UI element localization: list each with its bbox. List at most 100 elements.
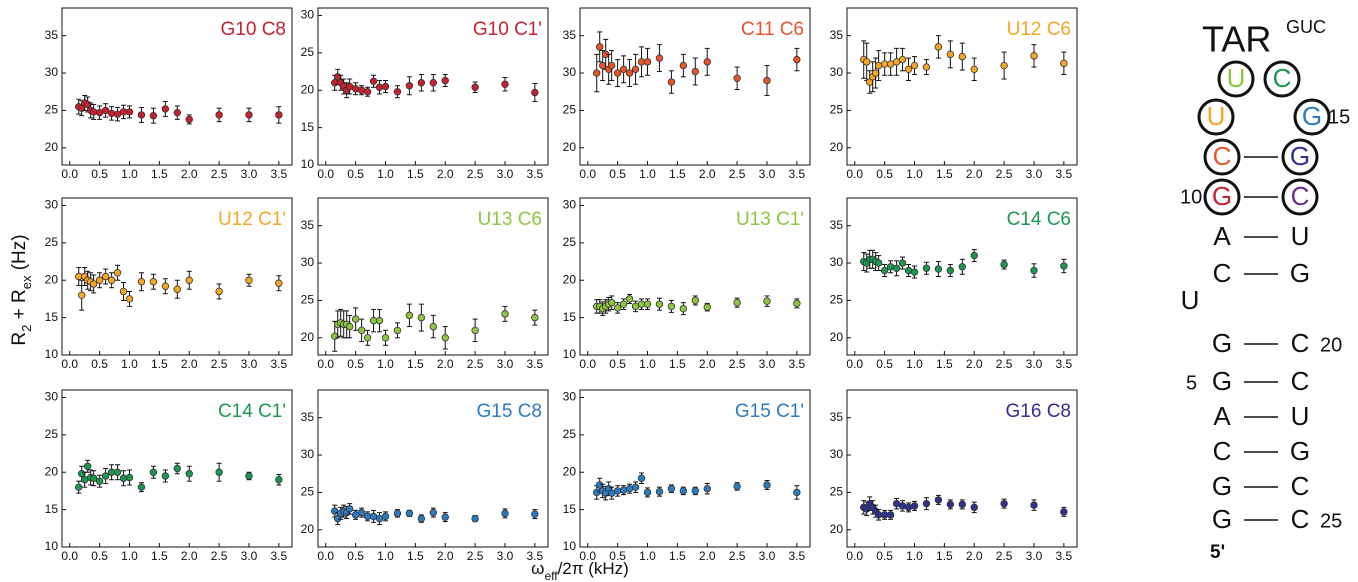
plot-frame bbox=[579, 197, 811, 356]
y-tick-label: 30 bbox=[45, 198, 59, 212]
plot-frame bbox=[846, 7, 1078, 166]
x-tick-label: 0.0 bbox=[579, 357, 596, 371]
y-tick-label: 10 bbox=[45, 539, 59, 553]
data-point bbox=[101, 472, 110, 480]
x-tick-label: 1.0 bbox=[121, 549, 138, 563]
plot-frame bbox=[61, 389, 293, 548]
y-tick-label: 15 bbox=[563, 502, 577, 516]
plot-frame bbox=[317, 389, 549, 548]
data-point bbox=[934, 496, 943, 504]
data-point bbox=[613, 487, 622, 495]
data-point bbox=[613, 304, 622, 312]
data-point bbox=[149, 278, 158, 286]
x-tick-label: 1.0 bbox=[906, 167, 923, 181]
data-point bbox=[531, 88, 539, 97]
data-point bbox=[970, 65, 978, 74]
nucleotide: G bbox=[1212, 471, 1232, 501]
y-tick-label: 30 bbox=[830, 447, 844, 461]
x-tick-label: 0.5 bbox=[347, 357, 364, 371]
data-point bbox=[101, 272, 110, 281]
x-tick-label: 2.0 bbox=[966, 167, 983, 181]
y-tick-label: 20 bbox=[830, 330, 844, 344]
data-point bbox=[185, 470, 193, 478]
data-point bbox=[643, 488, 652, 497]
data-point bbox=[763, 481, 771, 489]
data-point bbox=[369, 77, 378, 85]
data-point bbox=[161, 105, 170, 113]
data-point bbox=[331, 332, 339, 341]
x-label-part: eff bbox=[544, 569, 558, 582]
y-label-part: R bbox=[9, 332, 30, 346]
x-tick-label: 2.0 bbox=[699, 549, 716, 563]
nucleotide: C bbox=[1213, 141, 1232, 171]
y-tick-label: 25 bbox=[563, 427, 577, 441]
y-label-part: 2 bbox=[19, 325, 34, 332]
nucleotide: G bbox=[1290, 141, 1310, 171]
data-point bbox=[161, 282, 170, 290]
x-tick-label: 2.0 bbox=[699, 357, 716, 371]
data-point bbox=[643, 300, 652, 308]
data-point bbox=[934, 265, 943, 273]
node-ring bbox=[1293, 98, 1331, 136]
node-ring bbox=[1281, 178, 1319, 216]
nucleotide: G bbox=[1212, 328, 1232, 358]
data-point bbox=[275, 111, 283, 119]
x-tick-label: 0.5 bbox=[91, 549, 108, 563]
x-tick-label: 3.5 bbox=[271, 549, 288, 563]
data-point bbox=[1030, 501, 1038, 509]
x-tick-label: 0.5 bbox=[876, 167, 893, 181]
x-tick-label: 3.5 bbox=[1056, 167, 1073, 181]
data-point bbox=[119, 474, 128, 482]
data-point bbox=[185, 115, 193, 124]
data-point bbox=[78, 291, 86, 299]
y-tick-label: 30 bbox=[45, 65, 59, 79]
x-tick-label: 1.5 bbox=[151, 167, 168, 181]
y-tick-label: 20 bbox=[45, 464, 59, 478]
y-tick-label: 35 bbox=[830, 28, 844, 42]
data-point bbox=[173, 285, 181, 293]
data-point bbox=[793, 299, 801, 308]
x-tick-label: 1.0 bbox=[906, 357, 923, 371]
data-point bbox=[1000, 260, 1008, 269]
x-tick-label: 0.0 bbox=[317, 167, 334, 181]
plot-frame bbox=[61, 7, 293, 166]
x-tick-label: 3.0 bbox=[497, 167, 514, 181]
x-tick-label: 3.0 bbox=[241, 167, 258, 181]
x-tick-label: 0.5 bbox=[609, 549, 626, 563]
data-point bbox=[393, 326, 402, 335]
data-point bbox=[83, 462, 92, 470]
nucleotide: C bbox=[1291, 181, 1310, 211]
data-point bbox=[89, 474, 98, 482]
data-point bbox=[970, 503, 978, 512]
data-point bbox=[625, 69, 634, 77]
panel-title: C14 C1' bbox=[218, 401, 286, 422]
data-point bbox=[334, 73, 342, 81]
data-point bbox=[215, 111, 223, 119]
data-point bbox=[381, 334, 390, 342]
x-tick-label: 1.5 bbox=[936, 357, 953, 371]
data-point bbox=[619, 65, 628, 74]
panel-title: G10 C1' bbox=[473, 19, 542, 40]
x-tick-label: 3.0 bbox=[1026, 167, 1043, 181]
plot-frame bbox=[579, 7, 811, 166]
data-point bbox=[1060, 262, 1068, 270]
nucleotide: C bbox=[1273, 63, 1292, 93]
x-tick-label: 1.5 bbox=[936, 167, 953, 181]
y-tick-label: 25 bbox=[45, 235, 59, 249]
nucleotide: U bbox=[1181, 285, 1200, 315]
data-point bbox=[703, 58, 711, 66]
data-point bbox=[501, 509, 509, 518]
y-tick-label: 20 bbox=[563, 464, 577, 478]
data-point bbox=[119, 287, 128, 296]
x-tick-label: 2.0 bbox=[699, 167, 716, 181]
x-tick-label: 2.0 bbox=[181, 549, 198, 563]
data-point bbox=[733, 482, 741, 491]
x-tick-label: 3.5 bbox=[527, 357, 544, 371]
panel-title: U13 C1' bbox=[736, 209, 804, 230]
data-point bbox=[215, 468, 223, 476]
data-point bbox=[363, 334, 372, 342]
y-tick-label: 25 bbox=[45, 103, 59, 117]
data-point bbox=[275, 476, 283, 484]
x-tick-label: 0.0 bbox=[846, 549, 863, 563]
data-point bbox=[245, 472, 253, 480]
